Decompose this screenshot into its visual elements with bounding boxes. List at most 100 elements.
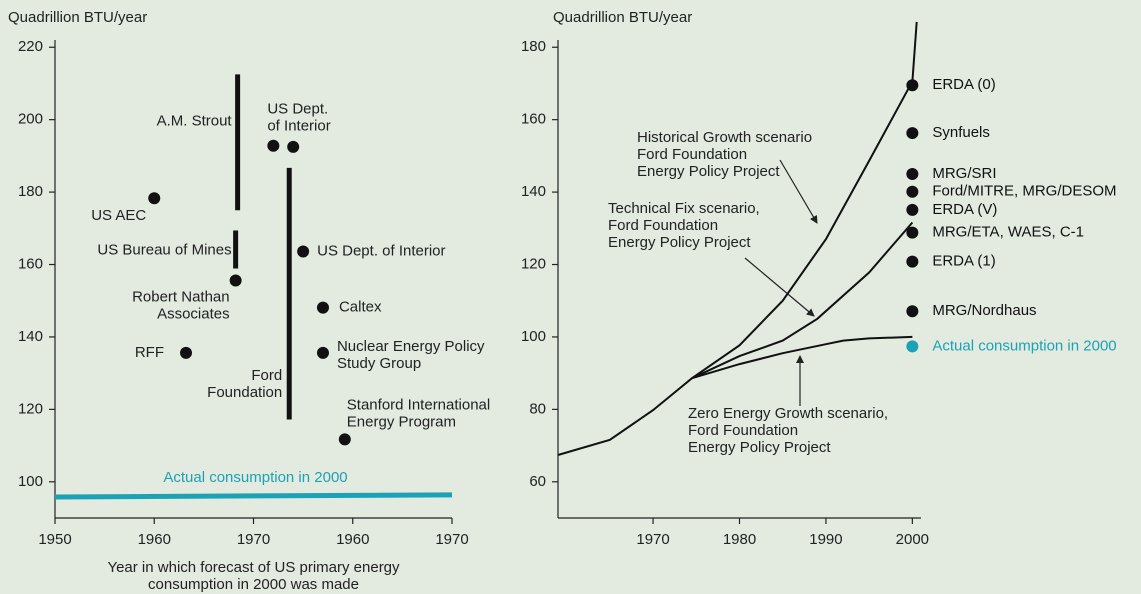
point-label-line: Robert Nathan	[132, 288, 230, 305]
y-tick-label: 100	[521, 328, 546, 345]
range-label-line: Foundation	[207, 384, 282, 401]
point-label: US Dept. of Interior	[317, 242, 445, 259]
y-axis-label: Quadrillion BTU/year	[553, 9, 692, 26]
point-label-line: Associates	[157, 305, 230, 322]
point-label: Caltex	[339, 299, 382, 316]
arrow	[744, 257, 815, 317]
forecast-point	[906, 79, 919, 92]
point-label-line: US AEC	[91, 207, 146, 224]
point-label: US AEC	[91, 207, 146, 224]
y-tick-label: 180	[521, 38, 546, 55]
forecast-point	[229, 274, 242, 287]
forecast-point	[267, 139, 280, 152]
scenario-label: Historical Growth scenario Ford Foundatio…	[637, 129, 812, 180]
point-label: Ford/MITRE, MRG/DESOM	[932, 183, 1116, 200]
scenario-line	[691, 221, 914, 380]
point-label: US Dept. of Interior	[267, 101, 330, 135]
x-tick-label: 1980	[723, 531, 756, 548]
forecast-point	[906, 167, 919, 180]
point-label-line: Stanford International	[347, 396, 490, 413]
point-label-line: of Interior	[267, 118, 330, 135]
forecast-point	[316, 301, 329, 314]
forecast-point	[297, 245, 310, 258]
point-label: ERDA (0)	[932, 76, 995, 93]
x-tick-label: 1960	[138, 531, 171, 548]
range-label-line: A.M. Strout	[157, 112, 233, 129]
point-label-line: Nuclear Energy Policy	[337, 338, 485, 355]
forecast-point	[148, 192, 161, 205]
scenario-label-line: Zero Energy Growth scenario,	[688, 405, 888, 422]
y-tick-label: 200	[18, 111, 43, 128]
forecast-point	[338, 433, 351, 446]
x-tick-label: 1970	[237, 531, 270, 548]
point-label: Stanford International Energy Program	[347, 396, 490, 430]
point-label: ERDA (V)	[932, 201, 997, 218]
forecast-point	[906, 226, 919, 239]
forecast-point	[906, 340, 919, 353]
scenario-label-line: Ford Foundation	[637, 146, 747, 163]
y-tick-label: 120	[521, 255, 546, 272]
point-label: MRG/SRI	[932, 165, 996, 182]
y-tick-label: 220	[18, 38, 43, 55]
x-tick-label: 1970	[636, 531, 669, 548]
y-tick-label: 140	[521, 183, 546, 200]
x-tick-label: 1950	[38, 531, 71, 548]
y-tick-label: 60	[529, 473, 546, 490]
point-label: Robert Nathan Associates	[132, 288, 230, 322]
arrow	[779, 159, 818, 224]
point-label: RFF	[135, 344, 164, 361]
forecast-point	[180, 346, 193, 359]
y-tick-label: 180	[18, 183, 43, 200]
x-tick-label: 1990	[809, 531, 842, 548]
x-axis-label-line: Year in which forecast of US primary ene…	[107, 559, 400, 576]
forecast-point	[906, 185, 919, 198]
y-tick-label: 80	[529, 400, 546, 417]
point-label: Actual consumption in 2000	[932, 337, 1116, 354]
scenario-label-line: Energy Policy Project	[608, 234, 751, 251]
scenario-label-line: Ford Foundation	[688, 422, 798, 439]
x-axis-label-line: consumption in 2000 was made	[148, 576, 359, 593]
forecast-point	[906, 305, 919, 318]
forecast-point	[316, 346, 329, 359]
range-label: Ford Foundation	[207, 367, 282, 401]
forecast-point	[906, 255, 919, 268]
y-tick-label: 100	[18, 473, 43, 490]
scenario-label-line: Historical Growth scenario	[637, 129, 812, 146]
range-label: US Bureau of Mines	[97, 241, 231, 258]
reference-line	[54, 492, 453, 500]
forecast-point	[906, 203, 919, 216]
range-label-line: Ford	[251, 367, 282, 384]
point-label-line: RFF	[135, 344, 164, 361]
point-label-line: Energy Program	[347, 413, 456, 430]
scenario-line	[691, 335, 913, 380]
y-tick-label: 120	[18, 400, 43, 417]
x-tick-label: 1970	[435, 531, 468, 548]
reference-label: Actual consumption in 2000	[163, 469, 347, 486]
scenario-label-line: Technical Fix scenario,	[608, 200, 760, 217]
forecast-point	[906, 127, 919, 140]
point-label: Synfuels	[932, 124, 990, 141]
point-label: ERDA (1)	[932, 253, 995, 270]
point-label-line: Caltex	[339, 299, 382, 316]
y-tick-label: 160	[521, 111, 546, 128]
scenario-label-line: Energy Policy Project	[688, 439, 831, 456]
range-label: A.M. Strout	[157, 112, 233, 129]
point-label-line: Study Group	[337, 355, 421, 372]
scenario-label-line: Ford Foundation	[608, 217, 718, 234]
scenario-line	[557, 21, 918, 456]
point-label-line: US Dept. of Interior	[317, 242, 445, 259]
y-axis-label: Quadrillion BTU/year	[8, 9, 147, 26]
y-tick-label: 140	[18, 328, 43, 345]
forecast-point	[287, 140, 300, 153]
point-label: MRG/ETA, WAES, C-1	[932, 224, 1084, 241]
point-label: MRG/Nordhaus	[932, 302, 1036, 319]
range-label-line: US Bureau of Mines	[97, 241, 231, 258]
scenario-label: Technical Fix scenario, Ford Foundation En…	[608, 200, 760, 251]
y-tick-label: 160	[18, 255, 43, 272]
x-axis-label: Year in which forecast of US primary ene…	[107, 559, 400, 593]
point-label-line: US Dept.	[267, 101, 328, 118]
scenario-label: Zero Energy Growth scenario, Ford Foundat…	[688, 405, 888, 456]
scenario-label-line: Energy Policy Project	[637, 163, 780, 180]
